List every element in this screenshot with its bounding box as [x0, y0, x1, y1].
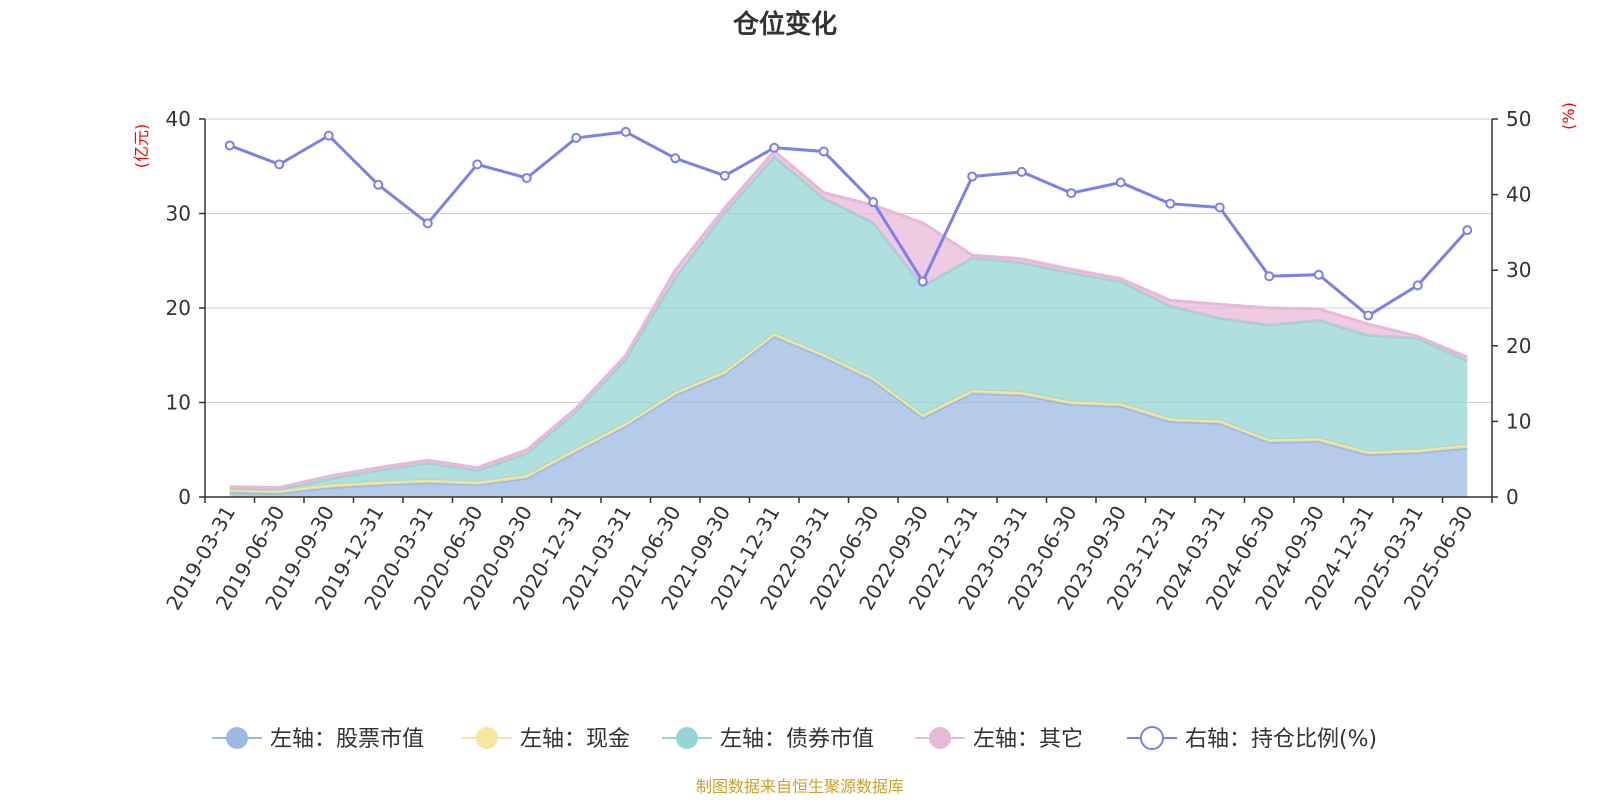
right-tick-label: 50 — [1506, 107, 1531, 131]
ratio-point — [719, 170, 730, 181]
right-tick-label: 40 — [1506, 183, 1531, 207]
source-note: 制图数据来自恒生聚源数据库 — [696, 777, 904, 796]
ratio-point — [917, 276, 928, 287]
stacked-areas — [229, 149, 1468, 497]
right-axis-unit: (%) — [1559, 102, 1578, 130]
ratio-point — [521, 172, 532, 183]
legend-swatch-marker — [1140, 726, 1164, 750]
right-tick-label: 30 — [1506, 258, 1531, 282]
ratio-point — [274, 159, 285, 170]
right-tick-label: 10 — [1506, 409, 1531, 433]
ratio-point — [1363, 310, 1374, 321]
chart-title: 仓位变化 — [732, 9, 837, 40]
ratio-point — [323, 130, 334, 141]
ratio-point — [1214, 202, 1225, 213]
ratio-point — [1462, 225, 1473, 236]
ratio-point — [571, 132, 582, 143]
ratio-point — [1264, 271, 1275, 282]
legend-swatch-marker — [929, 727, 951, 749]
ratio-point — [1066, 188, 1077, 199]
left-tick-label: 10 — [166, 391, 191, 415]
ratio-point — [620, 126, 631, 137]
ratio-point — [769, 142, 780, 153]
legend-swatch-marker — [226, 727, 248, 749]
ratio-point — [670, 153, 681, 164]
ratio-point — [472, 159, 483, 170]
ratio-point — [373, 179, 384, 190]
area-top-line-3 — [229, 149, 1468, 490]
legend-swatch-marker — [476, 727, 498, 749]
ratio-point — [224, 140, 235, 151]
left-tick-label: 20 — [166, 296, 191, 320]
left-axis-unit: (亿元) — [132, 124, 151, 169]
left-tick-label: 30 — [166, 202, 191, 226]
ratio-line-path — [229, 130, 1469, 318]
legend-label: 左轴：股票市值 — [270, 727, 424, 752]
legend-label: 右轴：持仓比例(%) — [1185, 727, 1377, 752]
ratio-point — [868, 197, 879, 208]
legend-label: 左轴：现金 — [520, 727, 630, 752]
ratio-point — [818, 146, 829, 157]
right-tick-label: 20 — [1506, 334, 1531, 358]
area-top-line-1 — [229, 331, 1468, 492]
ratio-point — [1313, 269, 1324, 280]
ratio-point — [1165, 198, 1176, 209]
area-2 — [229, 156, 1468, 491]
legend: 左轴：股票市值 左轴：现金 左轴：债券市值 左轴：其它 右轴：持仓比例(%) — [212, 726, 1377, 752]
ratio-line — [224, 126, 1473, 321]
legend-swatch-marker — [676, 727, 698, 749]
ratio-point — [1115, 177, 1126, 188]
left-tick-label: 40 — [166, 107, 191, 131]
ratio-point — [422, 218, 433, 229]
area-0 — [229, 336, 1468, 497]
ratio-point — [967, 171, 978, 182]
ratio-point — [1016, 166, 1027, 177]
right-tick-label: 0 — [1506, 485, 1519, 509]
left-tick-label: 0 — [178, 485, 191, 509]
legend-label: 左轴：债券市值 — [720, 727, 874, 752]
ratio-point — [1412, 280, 1423, 291]
legend-label: 左轴：其它 — [973, 727, 1083, 752]
